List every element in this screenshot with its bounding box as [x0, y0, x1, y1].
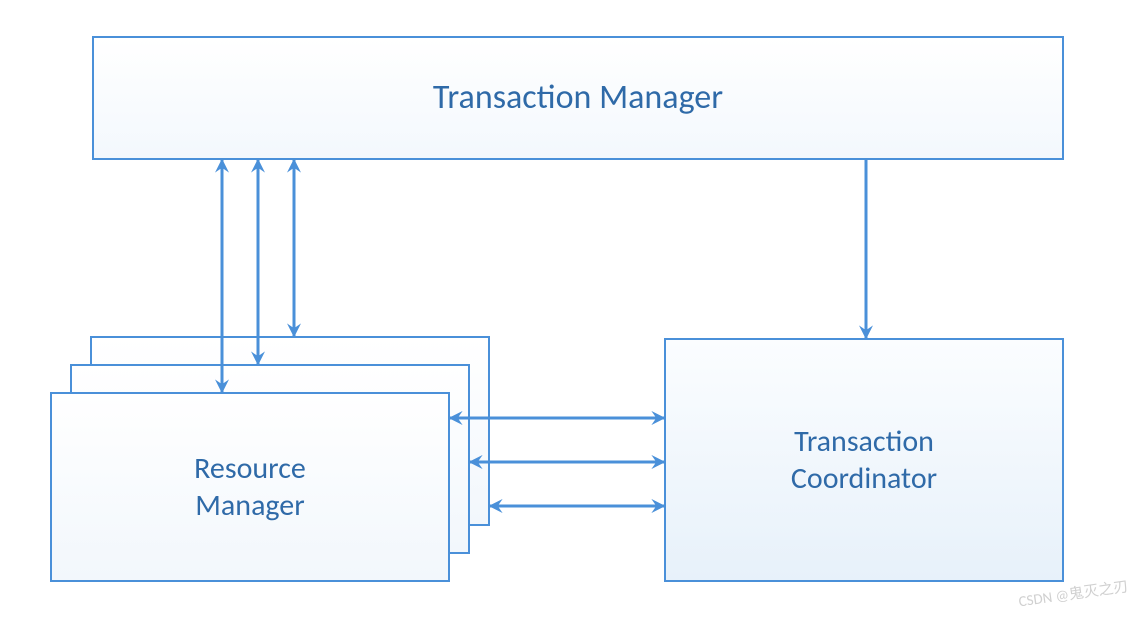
node-transaction-manager: Transaction Manager — [92, 36, 1064, 160]
node-resource-manager-front: ResourceManager — [50, 392, 450, 582]
node-transaction-coordinator: TransactionCoordinator — [664, 338, 1064, 582]
diagram-canvas: Transaction Manager ResourceManager Tran… — [0, 0, 1144, 618]
node-label: TransactionCoordinator — [791, 423, 937, 498]
node-label: Transaction Manager — [433, 77, 723, 120]
node-label: ResourceManager — [194, 450, 306, 525]
